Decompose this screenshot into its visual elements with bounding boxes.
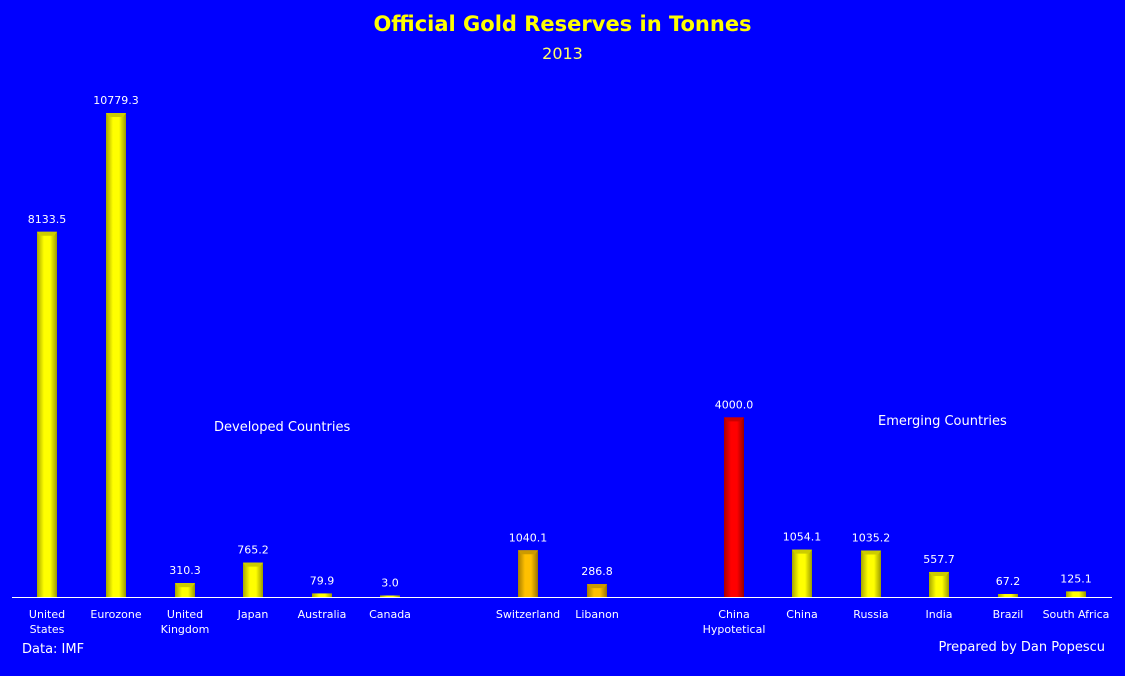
bar-united-kingdom bbox=[175, 583, 195, 597]
bar-bevel-china bbox=[792, 549, 812, 554]
bar-rect-brazil bbox=[998, 593, 1018, 597]
bar-canada bbox=[380, 595, 400, 597]
value-label-india: 557.7 bbox=[923, 553, 955, 566]
developed-countries-label: Developed Countries bbox=[214, 420, 351, 435]
value-label-eurozone: 10779.3 bbox=[93, 94, 139, 107]
category-label-china-hypotetical: China Hypotetical bbox=[703, 608, 766, 636]
value-label-russia: 1035.2 bbox=[852, 532, 891, 545]
category-label-united-kingdom: United Kingdom bbox=[161, 608, 210, 636]
bar-bevel-china-hypotetical bbox=[724, 417, 744, 422]
value-label-libanon: 286.8 bbox=[581, 565, 613, 578]
bar-libanon bbox=[587, 584, 607, 597]
value-label-switzerland: 1040.1 bbox=[509, 531, 548, 544]
bar-rect-south-africa bbox=[1066, 591, 1086, 597]
bar-rect-japan bbox=[243, 562, 263, 597]
bar-china bbox=[792, 549, 812, 597]
category-label-india: India bbox=[926, 608, 953, 621]
value-label-united-states: 8133.5 bbox=[28, 213, 67, 226]
bar-russia bbox=[861, 550, 881, 597]
bar-south-africa bbox=[1066, 591, 1086, 597]
bar-rect-china-hypotetical bbox=[724, 417, 744, 597]
value-label-china-hypotetical: 4000.0 bbox=[715, 398, 754, 411]
category-label-japan: Japan bbox=[237, 608, 269, 621]
bar-bevel-russia bbox=[861, 550, 881, 555]
value-label-australia: 79.9 bbox=[310, 574, 335, 587]
bar-bevel-libanon bbox=[587, 584, 607, 589]
value-label-japan: 765.2 bbox=[237, 544, 269, 557]
category-label-switzerland: Switzerland bbox=[496, 608, 560, 621]
category-label-south-africa: South Africa bbox=[1043, 608, 1110, 621]
bar-rect-russia bbox=[861, 550, 881, 597]
bar-bevel-india bbox=[929, 571, 949, 576]
category-label-canada: Canada bbox=[369, 608, 411, 621]
bar-bevel-united-states bbox=[37, 231, 57, 236]
bar-rect-china bbox=[792, 549, 812, 597]
prepared-by-credit: Prepared by Dan Popescu bbox=[938, 640, 1106, 655]
bar-eurozone bbox=[106, 113, 126, 597]
bar-bevel-united-kingdom bbox=[175, 583, 195, 588]
category-label-eurozone: Eurozone bbox=[90, 608, 141, 621]
bar-rect-switzerland bbox=[518, 550, 538, 597]
emerging-countries-label: Emerging Countries bbox=[878, 414, 1007, 429]
chart-title: Official Gold Reserves in Tonnes bbox=[373, 12, 752, 36]
category-label-brazil: Brazil bbox=[993, 608, 1024, 621]
bar-switzerland bbox=[518, 550, 538, 597]
bar-bevel-eurozone bbox=[106, 113, 126, 117]
category-label-russia: Russia bbox=[853, 608, 888, 621]
bar-india bbox=[929, 571, 949, 597]
bar-japan bbox=[243, 562, 263, 597]
bar-australia bbox=[312, 593, 332, 597]
bar-brazil bbox=[998, 593, 1018, 597]
bar-china-hypotetical bbox=[724, 417, 744, 597]
bar-rect-canada bbox=[380, 595, 400, 597]
category-label-australia: Australia bbox=[298, 608, 347, 621]
category-label-united-states: United States bbox=[29, 608, 65, 636]
value-label-china: 1054.1 bbox=[783, 531, 822, 544]
bar-rect-united-states bbox=[37, 231, 57, 597]
value-label-south-africa: 125.1 bbox=[1060, 572, 1092, 585]
value-label-brazil: 67.2 bbox=[996, 575, 1021, 588]
category-label-china: China bbox=[786, 608, 817, 621]
data-source: Data: IMF bbox=[22, 642, 85, 657]
bar-bevel-switzerland bbox=[518, 550, 538, 555]
bar-rect-india bbox=[929, 571, 949, 597]
value-label-canada: 3.0 bbox=[381, 577, 399, 590]
value-label-united-kingdom: 310.3 bbox=[169, 564, 201, 577]
bar-bevel-japan bbox=[243, 562, 263, 567]
bar-rect-australia bbox=[312, 593, 332, 597]
chart-subtitle: 2013 bbox=[542, 44, 583, 63]
bar-united-states bbox=[37, 231, 57, 597]
category-label-libanon: Libanon bbox=[575, 608, 619, 621]
bar-rect-eurozone bbox=[106, 113, 126, 597]
